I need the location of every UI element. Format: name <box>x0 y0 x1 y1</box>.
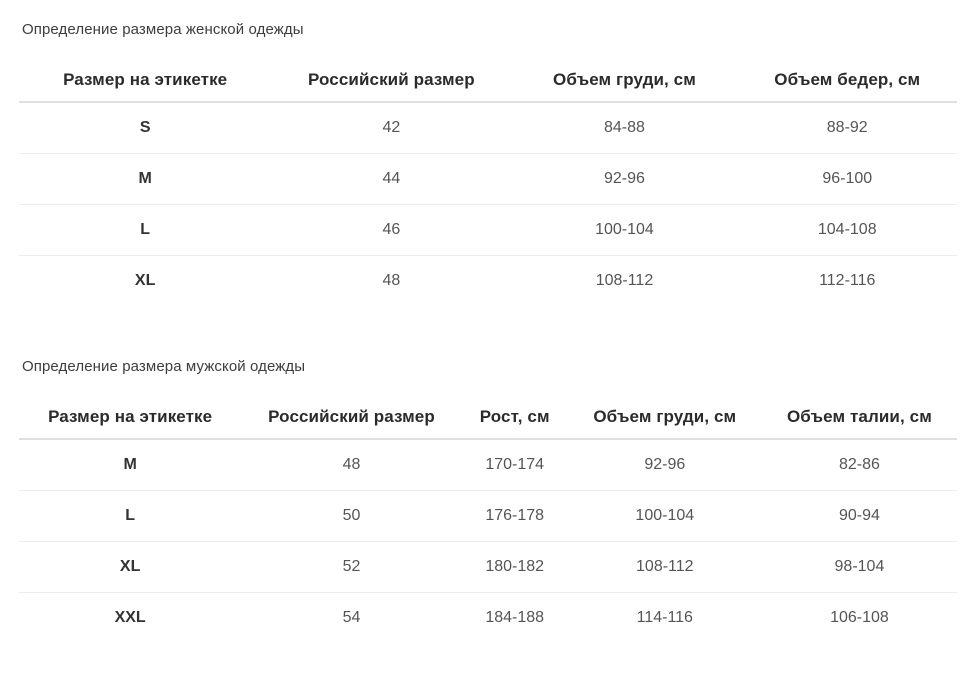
table-row: M 48 170-174 92-96 82-86 <box>19 439 957 491</box>
value-cell: 180-182 <box>461 541 568 593</box>
size-table-section: Определение размера женской одежды Размер… <box>19 20 957 306</box>
size-label-cell: M <box>19 439 242 491</box>
size-label-cell: XL <box>134 272 156 289</box>
table-row: XXL 54 184-188 114-116 106-108 <box>19 593 957 644</box>
value-cell: 52 <box>241 541 462 593</box>
table-row: XL 48 108-112 112-116 <box>19 256 957 307</box>
value-cell: 54 <box>342 609 361 626</box>
table-row: L 46 100-104 104-108 <box>19 204 957 256</box>
value-cell: 108-112 <box>567 541 762 593</box>
size-tables: Определение размера женской одежды Размер… <box>19 20 957 643</box>
size-guide-page: Определение размера женской одежды Размер… <box>0 20 976 643</box>
value-cell: 92-96 <box>567 439 762 491</box>
column-header: Объем груди, см <box>511 58 738 103</box>
table-row: M 44 92-96 96-100 <box>19 153 957 205</box>
column-header: Объем бедер, см <box>737 58 957 103</box>
value-cell: 176-178 <box>461 490 568 542</box>
size-label-cell: XXL <box>114 609 146 626</box>
value-cell: 96-100 <box>737 153 957 205</box>
table-row: S 42 84-88 88-92 <box>19 102 957 154</box>
column-header: Объем груди, см <box>567 395 762 440</box>
value-cell: 84-88 <box>511 102 738 154</box>
value-cell: 108-112 <box>595 272 654 289</box>
value-cell: 114-116 <box>636 609 693 626</box>
size-table: Размер на этикетке Российский размер Объем… <box>19 58 957 306</box>
table-row: XL 52 180-182 108-112 98-104 <box>19 541 957 593</box>
value-cell: 48 <box>241 439 462 491</box>
value-cell: 42 <box>271 102 512 154</box>
size-label-cell: M <box>19 153 272 205</box>
header-row: Размер на этикетке Российский размер Объем… <box>19 58 957 103</box>
value-cell: 90-94 <box>761 490 957 542</box>
size-table: Размер на этикетке Российский размер Рост,… <box>19 395 957 643</box>
table-title: Определение размера мужской одежды <box>22 358 306 375</box>
column-header: Объем талии, см <box>761 395 957 440</box>
table-row: L 50 176-178 100-104 90-94 <box>19 490 957 542</box>
column-header: Российский размер <box>241 395 462 440</box>
value-cell: 46 <box>271 204 512 256</box>
value-cell: 112-116 <box>819 272 876 289</box>
size-label-cell: L <box>19 204 272 256</box>
value-cell: 100-104 <box>511 204 738 256</box>
value-cell: 44 <box>271 153 512 205</box>
value-cell: 48 <box>382 272 401 289</box>
value-cell: 184-188 <box>485 609 545 626</box>
column-header: Рост, см <box>461 395 568 440</box>
value-cell: 50 <box>241 490 462 542</box>
value-cell: 92-96 <box>511 153 738 205</box>
table-title: Определение размера женской одежды <box>22 21 304 38</box>
header-row: Размер на этикетке Российский размер Рост,… <box>19 395 957 440</box>
value-cell: 100-104 <box>567 490 762 542</box>
column-header: Размер на этикетке <box>19 395 242 440</box>
size-table-section: Определение размера мужской одежды Размер… <box>19 357 957 643</box>
value-cell: 98-104 <box>761 541 957 593</box>
size-label-cell: XL <box>19 541 242 593</box>
size-label-cell: L <box>19 490 242 542</box>
value-cell: 170-174 <box>461 439 568 491</box>
size-label-cell: S <box>19 102 272 154</box>
value-cell: 82-86 <box>761 439 957 491</box>
column-header: Российский размер <box>271 58 512 103</box>
value-cell: 106-108 <box>830 609 889 626</box>
column-header: Размер на этикетке <box>19 58 272 103</box>
value-cell: 104-108 <box>737 204 957 256</box>
value-cell: 88-92 <box>737 102 957 154</box>
